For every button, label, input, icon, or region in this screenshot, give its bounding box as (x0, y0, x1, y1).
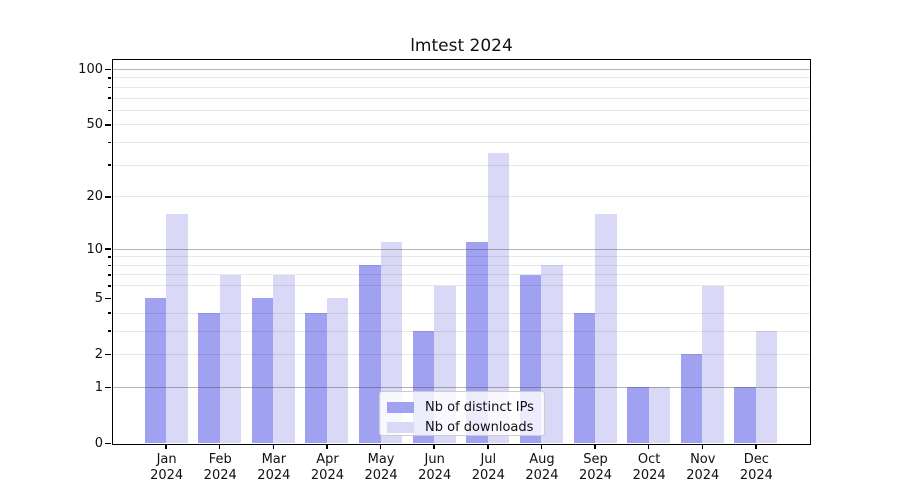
x-axis-tick (379, 443, 382, 449)
y-axis-tick (105, 248, 111, 250)
bar-distinct-ips (198, 313, 220, 444)
x-axis-tick (272, 443, 275, 449)
y-tick-label: 1 (94, 379, 103, 395)
x-axis-tick (326, 443, 328, 449)
y-gridline-minor (112, 256, 810, 258)
y-axis-minor-tick (107, 330, 111, 332)
y-axis-minor-tick (107, 264, 111, 267)
y-axis-minor-tick (107, 109, 111, 112)
y-tick-label: 10 (86, 241, 103, 257)
x-axis-tick (487, 443, 489, 449)
y-tick-label: 5 (94, 290, 103, 306)
y-gridline-minor (112, 142, 810, 144)
y-axis-tick (105, 68, 111, 71)
y-gridline-minor (112, 164, 810, 166)
x-tick-label: Nov 2024 (686, 452, 720, 483)
legend-entry: Nb of downloads (380, 417, 544, 437)
bar-downloads (166, 213, 188, 444)
x-tick-label: Jun 2024 (418, 452, 452, 483)
y-gridline-major (112, 68, 810, 70)
bar-distinct-ips (573, 313, 596, 444)
y-gridline-major (112, 386, 810, 388)
bar-downloads (755, 331, 778, 444)
x-tick-label: Mar 2024 (257, 452, 291, 483)
y-tick-label: 2 (94, 346, 103, 362)
bar-downloads (273, 274, 295, 444)
y-gridline-minor (112, 312, 810, 314)
y-axis-minor-tick (107, 274, 111, 276)
x-axis-tick (433, 443, 435, 449)
x-tick-label: Feb 2024 (203, 452, 237, 483)
x-tick-label: Oct 2024 (632, 452, 666, 483)
legend: Nb of distinct IPs Nb of downloads (379, 391, 545, 436)
x-axis-tick (755, 443, 757, 449)
x-axis-tick (594, 443, 596, 449)
x-tick-label: Aug 2024 (525, 452, 559, 483)
y-gridline-minor (112, 97, 810, 99)
bar-downloads (487, 153, 510, 444)
legend-entry: Nb of distinct IPs (380, 397, 544, 417)
bar-distinct-ips (144, 298, 167, 444)
y-axis-minor-tick (107, 164, 111, 166)
bar-distinct-ips (680, 354, 703, 444)
x-axis-tick (701, 443, 704, 449)
x-tick-label: Apr 2024 (310, 452, 344, 483)
bar-distinct-ips (359, 265, 381, 444)
x-tick-label: Sep 2024 (578, 452, 613, 483)
x-tick-label: Jul 2024 (471, 452, 505, 483)
y-gridline-minor (112, 264, 810, 266)
bar-downloads (326, 298, 349, 444)
legend-swatch (387, 401, 414, 413)
bar-distinct-ips (627, 387, 649, 444)
y-gridline-minor (112, 285, 810, 287)
bar-downloads (219, 274, 242, 444)
y-axis-minor-tick (107, 97, 111, 99)
y-gridline-minor (112, 109, 810, 111)
y-axis-minor-tick (107, 256, 111, 258)
y-axis-tick (105, 442, 111, 445)
y-axis-minor-tick (107, 285, 111, 287)
y-gridline-minor (112, 86, 810, 88)
y-axis-tick (105, 353, 111, 356)
x-tick-label: Jan 2024 (150, 452, 184, 483)
y-gridline-minor (112, 77, 810, 79)
y-axis-tick (105, 196, 111, 198)
legend-swatch (387, 421, 414, 433)
y-gridline-minor (112, 196, 810, 198)
legend-label: Nb of downloads (425, 419, 534, 435)
x-axis-tick (540, 443, 543, 449)
x-axis-tick (165, 443, 167, 449)
y-tick-label: 0 (94, 436, 103, 451)
plot-area (105, 58, 811, 449)
y-axis-minor-tick (107, 312, 111, 314)
y-gridline-minor (112, 124, 810, 126)
y-axis-minor-tick (107, 141, 111, 144)
x-tick-label: May 2024 (364, 452, 398, 483)
bar-distinct-ips (734, 387, 756, 444)
y-axis-minor-tick (107, 77, 111, 79)
x-axis-tick (647, 443, 650, 449)
bar-downloads (595, 213, 617, 444)
y-gridline-minor (112, 353, 810, 355)
y-gridline-minor (112, 330, 810, 332)
chart-title: lmtest 2024 (410, 36, 513, 56)
y-tick-label: 50 (86, 117, 103, 133)
y-tick-label: 20 (86, 189, 103, 205)
x-axis-tick (218, 443, 221, 449)
y-tick-label: 100 (78, 61, 103, 77)
y-axis-minor-tick (107, 86, 111, 89)
bar-distinct-ips (251, 298, 274, 444)
legend-label: Nb of distinct IPs (425, 399, 534, 415)
y-gridline-major (112, 248, 810, 250)
bar-downloads (648, 387, 671, 444)
bar-distinct-ips (305, 313, 327, 444)
x-tick-label: Dec 2024 (739, 452, 773, 483)
bar-downloads (702, 285, 724, 444)
bar-downloads (541, 265, 563, 444)
y-axis-tick (105, 386, 111, 389)
y-gridline-minor (112, 274, 810, 276)
y-axis-tick (105, 297, 111, 300)
y-axis-tick (105, 124, 111, 126)
